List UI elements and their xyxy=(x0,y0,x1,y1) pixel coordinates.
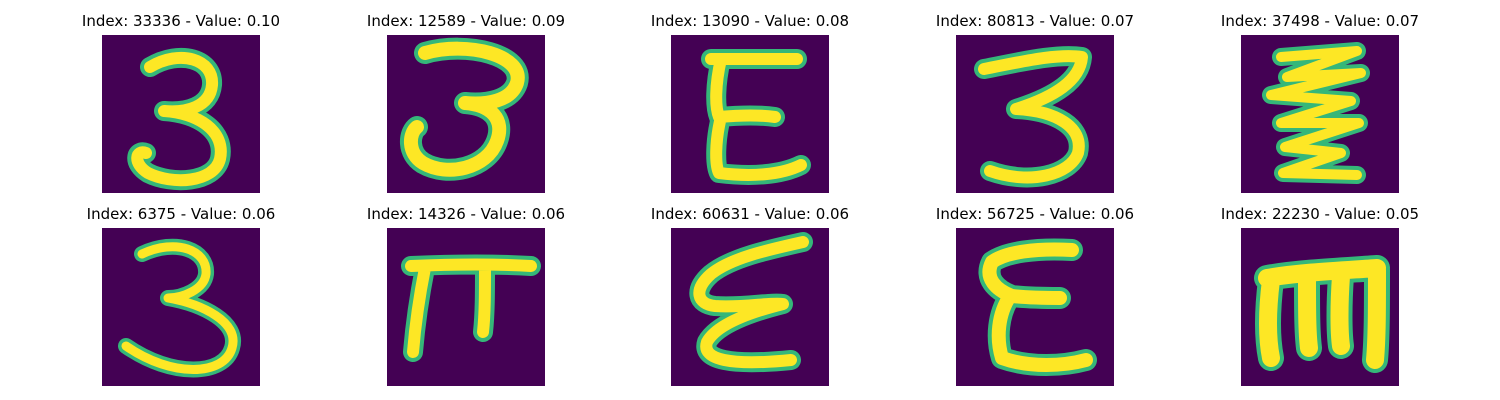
panel-3: Index: 13090 - Value: 0.08 xyxy=(651,12,849,193)
panel-10: Index: 22230 - Value: 0.05 xyxy=(1221,205,1419,386)
panel-5: Index: 37498 - Value: 0.07 xyxy=(1221,12,1419,193)
panel-title: Index: 6375 - Value: 0.06 xyxy=(86,205,276,223)
panel-title: Index: 12589 - Value: 0.09 xyxy=(366,12,566,30)
panel-title: Index: 33336 - Value: 0.10 xyxy=(81,12,281,30)
panel-8: Index: 60631 - Value: 0.06 xyxy=(651,205,849,386)
panel-title: Index: 60631 - Value: 0.06 xyxy=(650,205,850,223)
digit-image xyxy=(1241,35,1399,193)
digit-image xyxy=(1241,228,1399,386)
panel-9: Index: 56725 - Value: 0.06 xyxy=(936,205,1134,386)
digit-image xyxy=(102,35,260,193)
digit-image xyxy=(671,35,829,193)
panel-title: Index: 80813 - Value: 0.07 xyxy=(935,12,1135,30)
panel-title: Index: 37498 - Value: 0.07 xyxy=(1220,12,1420,30)
panel-4: Index: 80813 - Value: 0.07 xyxy=(936,12,1134,193)
panel-6: Index: 6375 - Value: 0.06 xyxy=(87,205,275,386)
digit-image xyxy=(387,35,545,193)
panel-title: Index: 22230 - Value: 0.05 xyxy=(1220,205,1420,223)
digit-image xyxy=(102,228,260,386)
digit-image xyxy=(671,228,829,386)
digit-image xyxy=(387,228,545,386)
panel-1: Index: 33336 - Value: 0.10 xyxy=(82,12,280,193)
panel-title: Index: 14326 - Value: 0.06 xyxy=(366,205,566,223)
digit-image xyxy=(956,35,1114,193)
digit-image xyxy=(956,228,1114,386)
panel-title: Index: 56725 - Value: 0.06 xyxy=(935,205,1135,223)
panel-title: Index: 13090 - Value: 0.08 xyxy=(650,12,850,30)
panel-7: Index: 14326 - Value: 0.06 xyxy=(367,205,565,386)
panel-2: Index: 12589 - Value: 0.09 xyxy=(367,12,565,193)
